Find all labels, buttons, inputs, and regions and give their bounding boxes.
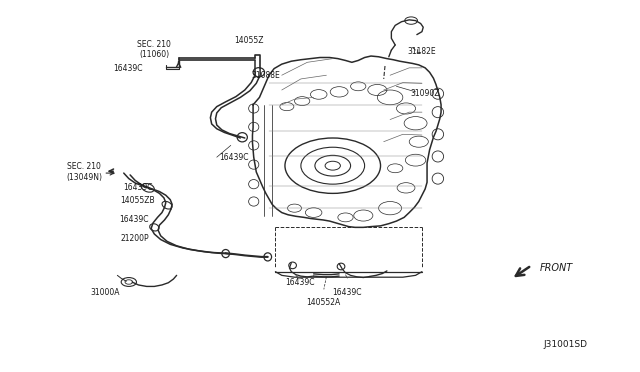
Text: 16439C: 16439C	[333, 288, 362, 297]
Ellipse shape	[264, 253, 271, 261]
Text: 140552A: 140552A	[307, 298, 341, 307]
Text: 31088E: 31088E	[252, 71, 280, 80]
Text: 21200P: 21200P	[121, 234, 150, 243]
Text: 31182E: 31182E	[408, 47, 436, 56]
Text: 16439C: 16439C	[113, 64, 142, 73]
Text: SEC. 210
(13049N): SEC. 210 (13049N)	[66, 162, 102, 182]
Text: 31000A: 31000A	[90, 288, 120, 297]
Text: J31001SD: J31001SD	[543, 340, 588, 349]
Ellipse shape	[222, 250, 230, 258]
Text: 14055ZB: 14055ZB	[120, 196, 154, 205]
Text: 16439C: 16439C	[220, 153, 249, 162]
Text: SEC. 210
(11060): SEC. 210 (11060)	[138, 40, 172, 59]
Text: FRONT: FRONT	[540, 263, 573, 273]
Text: 16439C: 16439C	[124, 183, 153, 192]
Text: 16439C: 16439C	[285, 278, 314, 287]
Text: 31090Z: 31090Z	[410, 89, 440, 98]
Text: 16439C: 16439C	[119, 215, 148, 224]
Text: 14055Z: 14055Z	[234, 36, 264, 45]
